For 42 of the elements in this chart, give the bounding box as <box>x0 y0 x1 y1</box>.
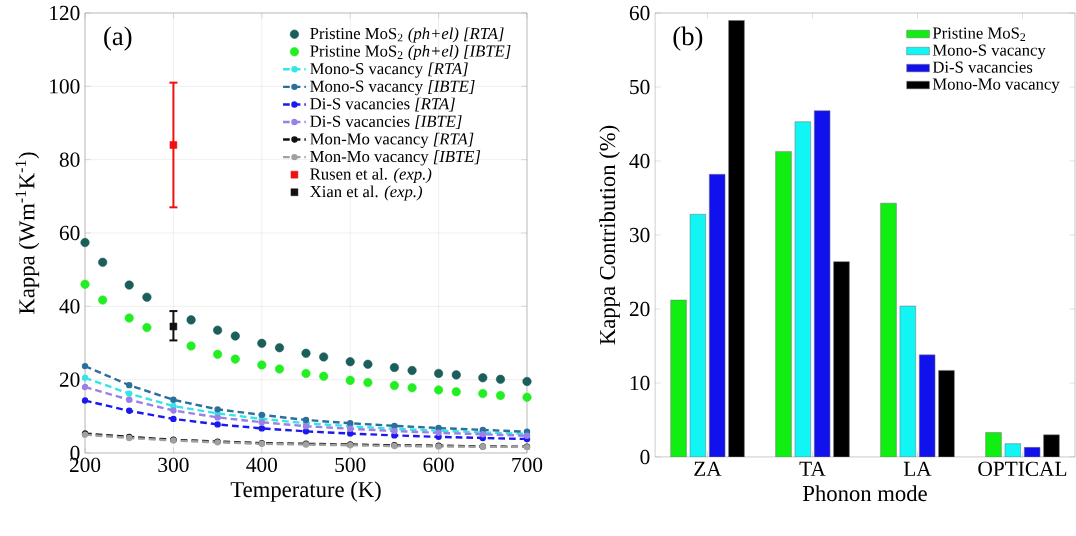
legend-label: Di-S vacancies <box>932 61 1033 73</box>
legend-label: Rusen et al. (exp.) <box>310 167 432 184</box>
legend-label: Pristine MoS$_{2}$ (ph+el) [RTA] <box>310 27 504 43</box>
x-tick-label: TA <box>799 461 826 476</box>
annotation: (a) <box>104 26 132 51</box>
legend-label: Mono-S vacancy <box>932 44 1046 60</box>
y-axis-title: Kappa Contribution (%) <box>599 125 620 345</box>
legend-label: Di-S vacancies [RTA] <box>310 97 455 112</box>
x-tick-label: OPTICAL <box>978 461 1067 477</box>
x-tick-label: LA <box>903 461 932 476</box>
y-tick-label: 40 <box>59 299 80 314</box>
y-tick-label: 20 <box>59 372 80 387</box>
y-tick-label: 10 <box>630 375 650 391</box>
x-tick-label: 500 <box>335 457 366 473</box>
legend-label: Xian et al. (exp.) <box>310 185 423 201</box>
y-tick-label: 30 <box>629 227 650 243</box>
x-tick-label: 700 <box>512 457 543 473</box>
y-tick-label: 0 <box>640 449 650 465</box>
legend-label: Mon-Mo vacancy [IBTE] <box>310 150 481 166</box>
legend-label: Di-S vacancies [IBTE] <box>310 115 462 130</box>
y-axis-title: Kappa (Wm$^{-1}$K$^{-1}$) <box>15 152 40 314</box>
x-tick-label: ZA <box>694 461 722 476</box>
y-tick-label: 60 <box>629 5 650 21</box>
x-tick-label: 600 <box>423 457 454 473</box>
y-tick-label: 60 <box>59 225 80 241</box>
x-tick-label: 300 <box>158 457 189 473</box>
annotation: (b) <box>673 26 703 51</box>
y-tick-label: 120 <box>50 5 80 21</box>
legend-label: Mon-Mo vacancy [RTA] <box>310 132 474 148</box>
legend-label: Mono-S vacancy [RTA] <box>310 62 468 78</box>
legend-label: Pristine MoS$_{2}$ (ph+el) [IBTE] <box>310 44 511 61</box>
x-axis-title: Phonon mode <box>802 485 927 502</box>
legend-label: Mono-Mo vacancy <box>932 78 1060 94</box>
y-tick-label: 20 <box>629 301 650 317</box>
y-tick-label: 50 <box>630 79 650 95</box>
x-axis-title: Temperature (K) <box>230 481 381 502</box>
legend-label: Mono-S vacancy [IBTE] <box>310 80 475 96</box>
x-tick-label: 400 <box>246 457 277 473</box>
y-tick-label: 100 <box>50 79 80 94</box>
y-tick-label: 40 <box>629 153 650 169</box>
y-tick-label: 80 <box>59 152 80 167</box>
legend-label: Pristine MoS$_{2}$ <box>932 27 1026 41</box>
